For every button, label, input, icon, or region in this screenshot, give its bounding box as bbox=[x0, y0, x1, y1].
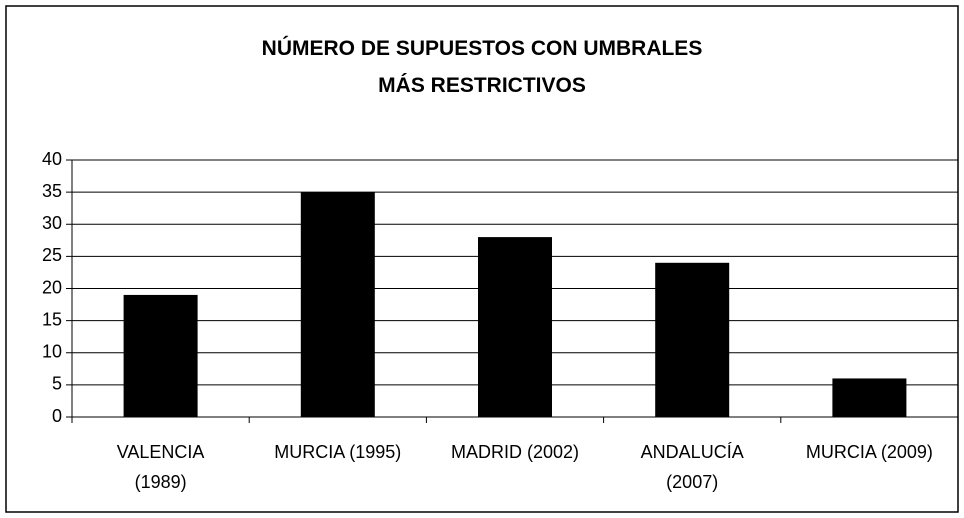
bar bbox=[300, 192, 375, 417]
x-tick-label: VALENCIA (1989) bbox=[116, 442, 205, 492]
y-tick-label: 40 bbox=[42, 149, 62, 169]
y-tick-label: 35 bbox=[42, 181, 62, 201]
y-tick-label: 30 bbox=[42, 213, 62, 233]
y-tick-label: 15 bbox=[42, 309, 62, 329]
y-tick-label: 5 bbox=[52, 374, 62, 394]
bar bbox=[123, 294, 198, 417]
chart-title: NÚMERO DE SUPUESTOS CON UMBRALES MÁS RES… bbox=[261, 37, 703, 97]
x-tick-label: MURCIA (2009) bbox=[805, 442, 933, 462]
y-tick-label: 0 bbox=[52, 406, 62, 426]
y-tick-label: 25 bbox=[42, 245, 62, 265]
y-tick-label: 10 bbox=[42, 342, 62, 362]
x-tick-label: MURCIA (1995) bbox=[274, 442, 402, 462]
bar bbox=[832, 378, 907, 417]
y-tick-label: 20 bbox=[42, 277, 62, 297]
bar bbox=[478, 237, 552, 417]
bar bbox=[655, 262, 730, 417]
x-tick-label: ANDALUCÍA (2007) bbox=[640, 442, 744, 492]
x-tick-label: MADRID (2002) bbox=[450, 442, 580, 462]
